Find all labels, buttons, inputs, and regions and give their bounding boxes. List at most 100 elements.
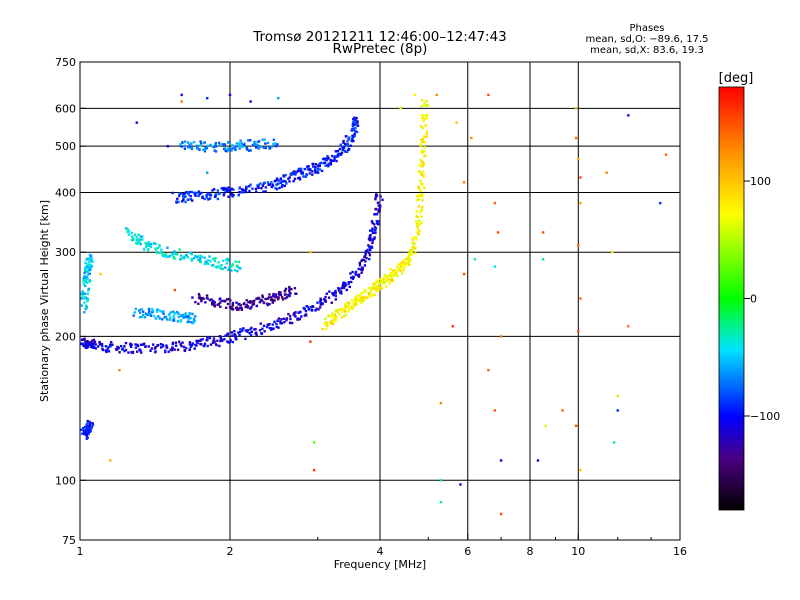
data-point (307, 165, 310, 168)
data-point (140, 308, 143, 311)
data-point (205, 171, 209, 174)
data-point (91, 423, 95, 427)
data-point (87, 287, 90, 291)
data-point (360, 295, 364, 298)
data-point (94, 343, 97, 346)
data-point (240, 142, 243, 145)
data-point (182, 198, 185, 202)
data-point (309, 251, 312, 254)
data-point (218, 192, 222, 195)
data-point (171, 341, 175, 345)
data-point (273, 142, 277, 145)
data-point (100, 343, 104, 346)
data-point (197, 194, 201, 197)
data-point (84, 343, 88, 346)
data-point (499, 459, 503, 462)
data-point (221, 142, 224, 146)
data-point (238, 187, 241, 190)
data-point (183, 348, 186, 352)
data-point (577, 330, 580, 333)
data-point (375, 219, 378, 223)
data-point (371, 231, 375, 235)
data-point (148, 243, 151, 246)
data-point (281, 183, 284, 187)
data-point (101, 347, 104, 351)
data-point (141, 343, 145, 346)
data-point (248, 300, 252, 303)
data-point (248, 139, 252, 142)
data-point (611, 251, 614, 254)
data-point (211, 263, 215, 267)
data-point (259, 145, 262, 149)
data-point (368, 238, 372, 242)
data-point (88, 268, 92, 272)
data-point (208, 255, 211, 258)
data-point (339, 307, 342, 311)
data-point (387, 278, 391, 281)
data-point (223, 147, 227, 150)
data-point (127, 233, 131, 236)
data-point (324, 299, 327, 303)
data-point (197, 302, 200, 306)
data-point (184, 195, 187, 198)
data-point (225, 298, 229, 301)
data-point (331, 322, 335, 326)
data-point (579, 176, 582, 179)
data-point (365, 296, 369, 299)
data-point (238, 302, 241, 306)
data-point (349, 272, 352, 275)
data-point (321, 157, 325, 161)
data-point (343, 284, 347, 288)
data-point (275, 187, 279, 191)
data-point (378, 204, 382, 207)
data-point (209, 343, 213, 346)
data-point (323, 322, 327, 326)
data-point (377, 288, 381, 291)
data-point (341, 285, 344, 288)
data-point (142, 248, 146, 251)
data-point (361, 266, 364, 269)
data-point (271, 323, 274, 326)
data-point (130, 238, 134, 242)
data-point (147, 311, 151, 314)
data-point (195, 255, 199, 259)
data-point (181, 195, 185, 198)
data-point (385, 285, 388, 288)
data-point (195, 147, 199, 150)
data-point (334, 289, 337, 293)
data-point (203, 344, 206, 348)
data-point (86, 273, 90, 276)
data-point (283, 293, 287, 296)
data-point (176, 348, 180, 351)
data-point (215, 266, 219, 269)
data-point (276, 319, 280, 323)
data-point (334, 298, 338, 301)
data-point (131, 350, 135, 354)
chart-title: Tromsø 20121211 12:46:00–12:47:43 (252, 29, 507, 45)
data-point (159, 346, 163, 349)
data-point (214, 257, 217, 260)
data-point (348, 307, 351, 311)
data-point (389, 278, 393, 282)
data-point (462, 181, 466, 184)
data-point (280, 296, 284, 299)
data-point (417, 219, 421, 222)
data-point (86, 281, 89, 284)
data-point (292, 179, 295, 183)
data-point (131, 238, 135, 242)
data-point (357, 267, 360, 271)
data-point (279, 320, 282, 323)
data-point (282, 174, 285, 177)
data-point (179, 343, 182, 346)
data-point (86, 342, 90, 345)
data-point (226, 257, 229, 261)
data-point (331, 154, 334, 158)
data-point (257, 186, 260, 190)
data-point (239, 144, 242, 148)
data-point (358, 298, 361, 301)
y-tick-label: 400 (55, 186, 76, 199)
data-point (233, 145, 236, 148)
data-point (199, 256, 202, 260)
data-point (168, 255, 171, 258)
data-point (421, 199, 424, 202)
